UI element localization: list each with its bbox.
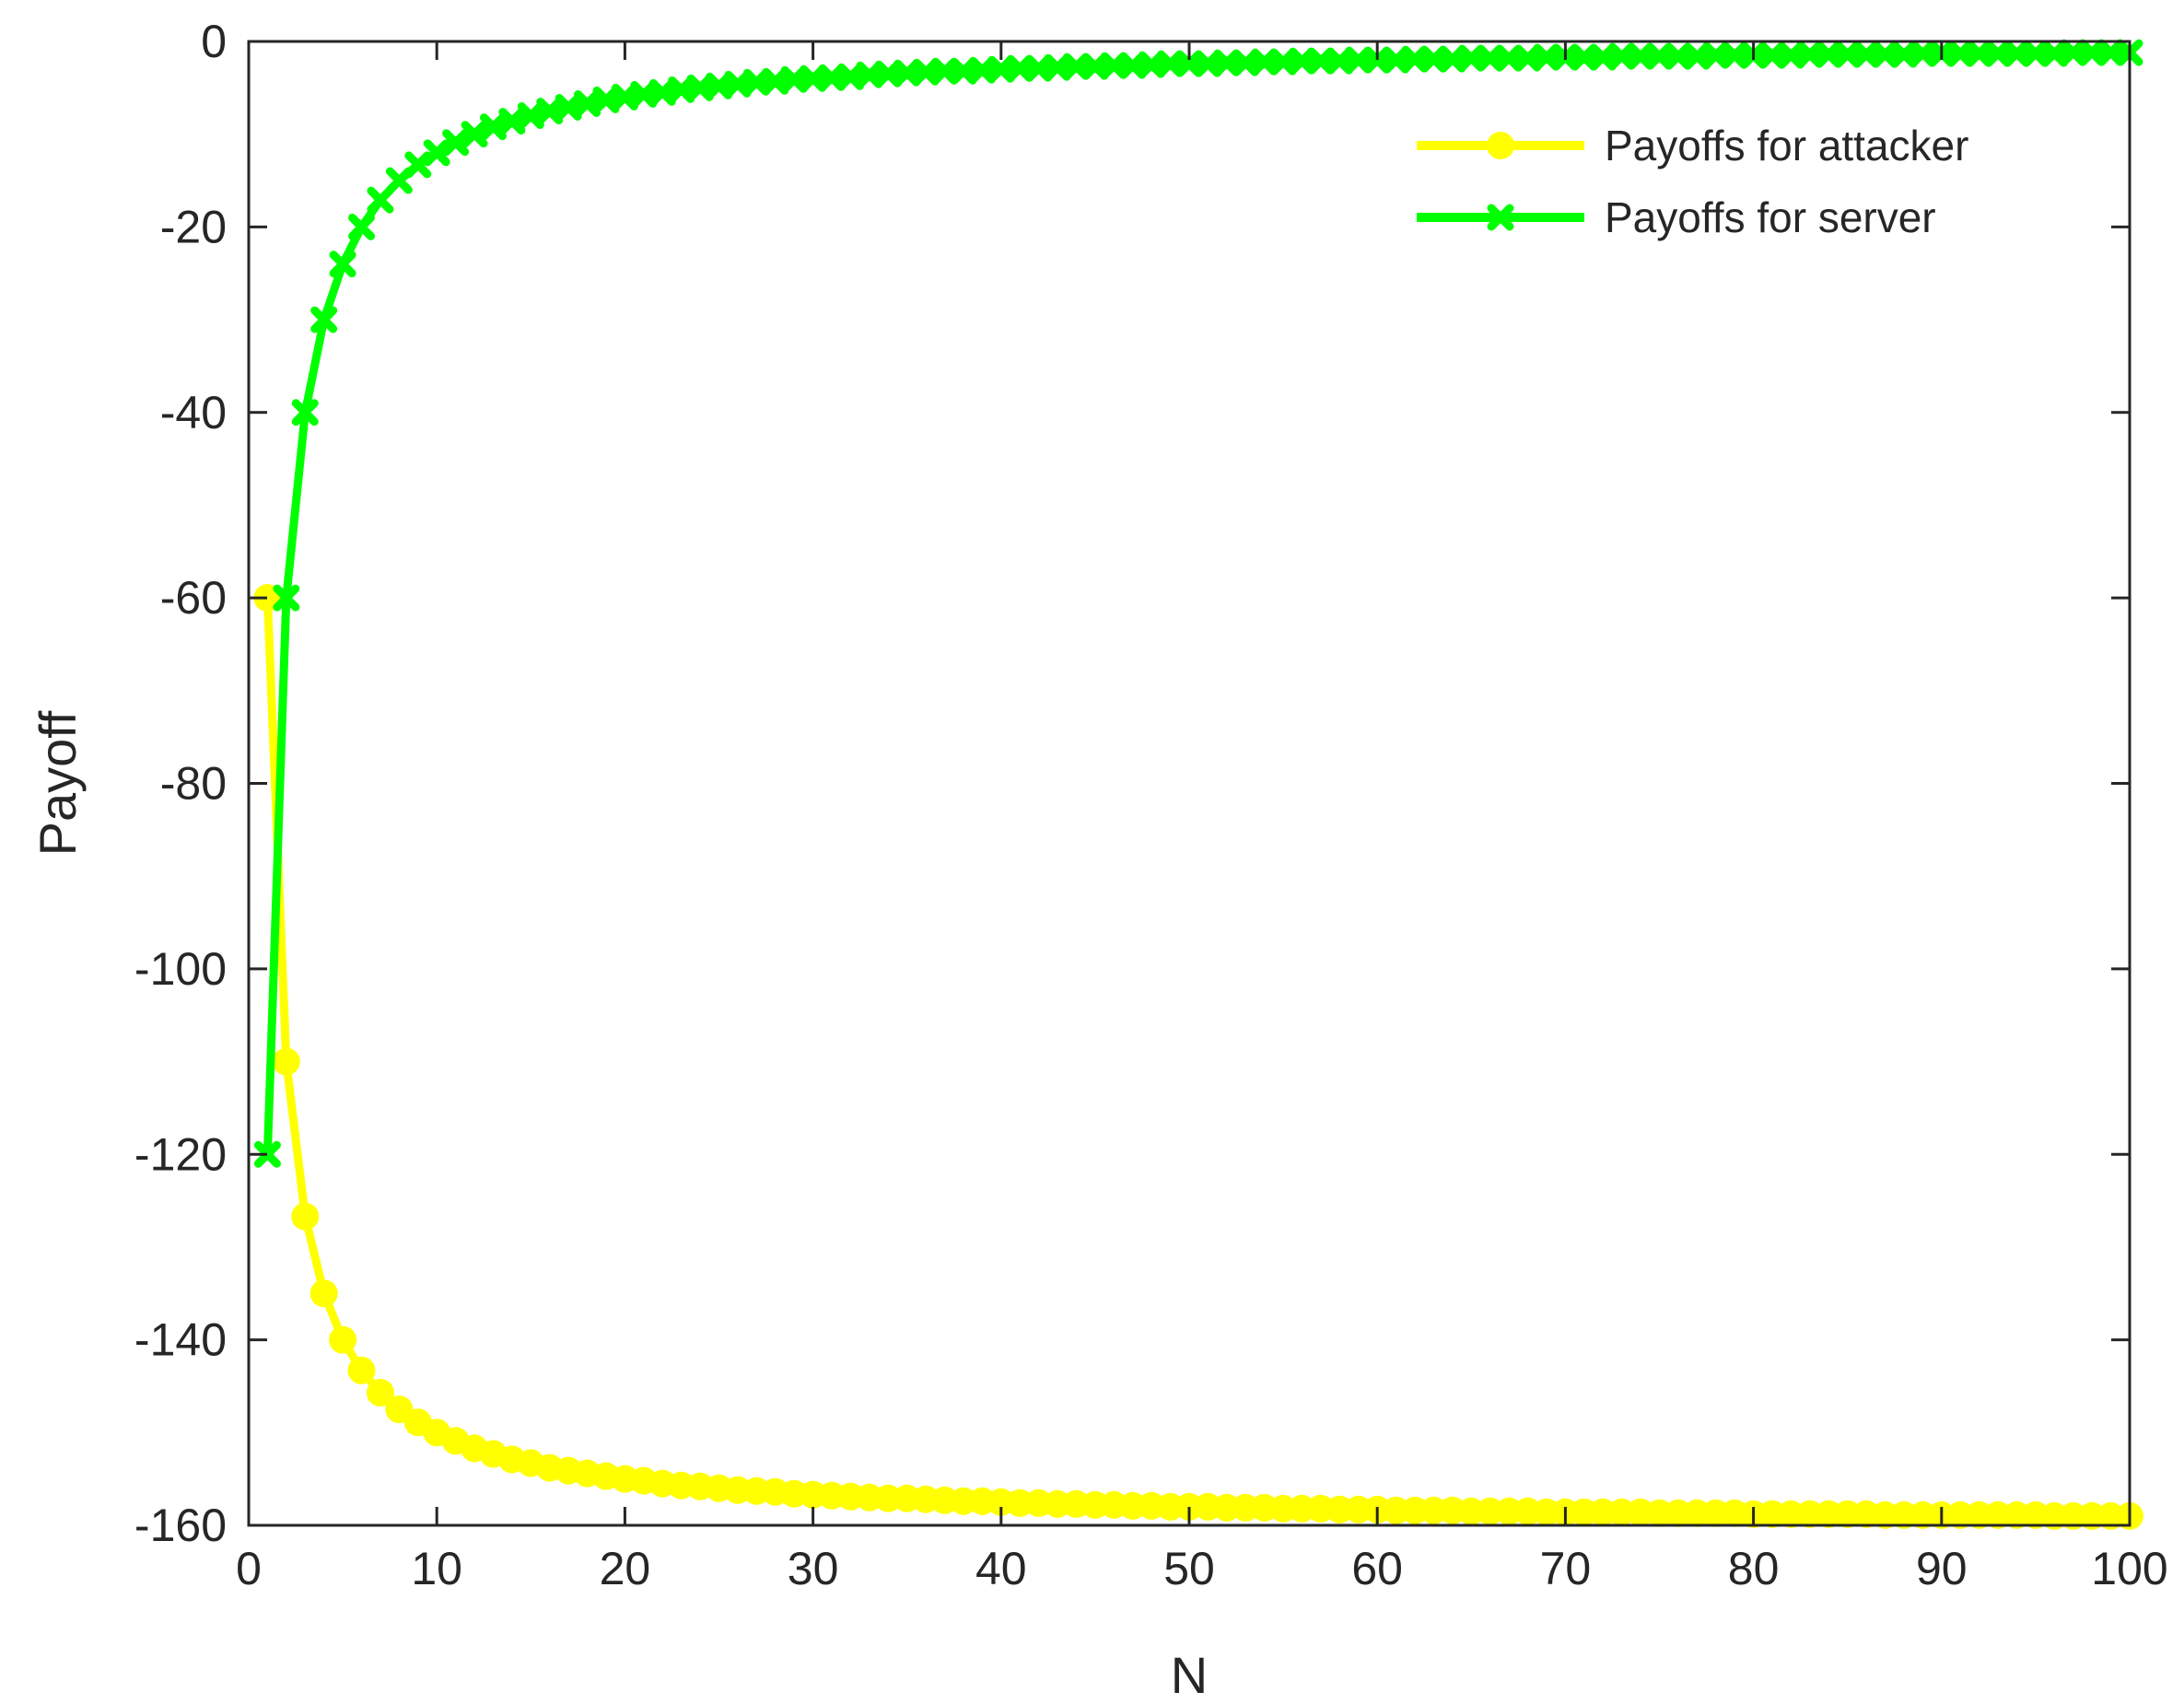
data-point bbox=[347, 1356, 376, 1384]
data-point bbox=[1966, 40, 1993, 67]
data-point bbox=[367, 186, 394, 214]
data-point bbox=[1664, 42, 1692, 70]
data-point bbox=[404, 151, 432, 179]
data-point bbox=[253, 1140, 281, 1168]
legend: Payoffs for attacker Payoffs for server bbox=[1417, 122, 1968, 241]
x-tick-label: 80 bbox=[1728, 1543, 1780, 1594]
legend-marker bbox=[1487, 132, 1514, 159]
data-point bbox=[461, 121, 488, 148]
data-point bbox=[442, 129, 470, 157]
data-point bbox=[1702, 41, 1730, 69]
y-tick-label: -40 bbox=[160, 387, 227, 438]
y-axis-label: Payoff bbox=[29, 710, 87, 856]
data-point bbox=[309, 1279, 338, 1308]
data-point bbox=[1852, 41, 1880, 68]
x-tick-label: 20 bbox=[600, 1543, 651, 1594]
y-tick-label: -140 bbox=[134, 1314, 227, 1366]
data-point bbox=[1100, 52, 1127, 79]
y-tick-label: -60 bbox=[160, 572, 227, 624]
data-point bbox=[2078, 39, 2106, 66]
data-point bbox=[329, 1325, 357, 1354]
data-point bbox=[366, 1379, 394, 1407]
data-point bbox=[1345, 46, 1372, 74]
data-point bbox=[1815, 41, 1842, 68]
data-point bbox=[1457, 44, 1485, 72]
data-point bbox=[1627, 42, 1654, 70]
data-point bbox=[2097, 39, 2125, 66]
data-point bbox=[1213, 49, 1241, 76]
data-point bbox=[1363, 46, 1391, 74]
x-tick-label: 30 bbox=[788, 1543, 839, 1594]
data-point bbox=[1909, 40, 1936, 67]
data-point bbox=[1946, 40, 1974, 67]
x-tick-label: 0 bbox=[236, 1543, 262, 1594]
data-point bbox=[498, 108, 526, 135]
x-axis-label: N bbox=[1171, 1646, 1208, 1704]
data-point bbox=[1533, 43, 1560, 71]
data-point bbox=[1646, 42, 1673, 70]
data-point bbox=[423, 139, 450, 167]
data-point bbox=[1796, 41, 1824, 68]
y-tick-label: -100 bbox=[134, 943, 227, 995]
data-point bbox=[1495, 44, 1523, 72]
data-point bbox=[1721, 41, 1748, 69]
data-point bbox=[1608, 42, 1636, 70]
legend-entry: Payoffs for attacker bbox=[1417, 122, 1968, 169]
data-point bbox=[1834, 41, 1862, 68]
data-point bbox=[1984, 40, 2012, 67]
data-point bbox=[1006, 54, 1034, 82]
y-tick-label: -80 bbox=[160, 758, 227, 810]
data-point bbox=[273, 584, 300, 612]
y-tick-label: -20 bbox=[160, 201, 227, 252]
legend-marker bbox=[1487, 204, 1514, 231]
data-point bbox=[1307, 47, 1335, 75]
y-tick-label: 0 bbox=[201, 16, 227, 67]
series-2 bbox=[253, 39, 2143, 1168]
data-point bbox=[329, 251, 356, 278]
series-line bbox=[263, 48, 2130, 1155]
data-point bbox=[1872, 41, 1899, 68]
x-tick-label: 60 bbox=[1351, 1543, 1403, 1594]
data-point bbox=[291, 1202, 320, 1231]
ticks-layer: 0 10 20 30 40 50 60 70 80 90 100 0 -20 -40 -60 -80 -100 -… bbox=[134, 16, 2168, 1594]
data-point bbox=[2022, 40, 2050, 67]
plot-area bbox=[249, 41, 2130, 1525]
x-tick-label: 70 bbox=[1540, 1543, 1592, 1594]
data-point bbox=[479, 113, 507, 141]
data-point bbox=[291, 399, 319, 426]
data-point bbox=[2060, 39, 2087, 66]
data-point bbox=[1401, 45, 1429, 73]
y-tick-label: -120 bbox=[134, 1128, 227, 1180]
x-tick-label: 100 bbox=[2091, 1543, 2167, 1594]
data-point bbox=[1758, 41, 1786, 69]
data-point bbox=[1062, 53, 1090, 80]
x-tick-label: 90 bbox=[1916, 1543, 1968, 1594]
y-tick-label: -160 bbox=[134, 1500, 227, 1551]
x-tick-label: 10 bbox=[411, 1543, 462, 1594]
data-point bbox=[1157, 50, 1185, 77]
data-point bbox=[348, 213, 376, 240]
data-point bbox=[310, 306, 338, 333]
data-point bbox=[1251, 48, 1279, 76]
x-tick-label: 50 bbox=[1163, 1543, 1215, 1594]
data-point bbox=[1571, 43, 1598, 71]
data-point bbox=[2003, 40, 2030, 67]
legend-label: Payoffs for server bbox=[1605, 193, 1936, 241]
data-point bbox=[1289, 47, 1316, 75]
legend-label: Payoffs for attacker bbox=[1605, 122, 1968, 169]
x-tick-label: 40 bbox=[975, 1543, 1027, 1594]
data-point bbox=[1175, 50, 1203, 77]
data-point bbox=[931, 57, 959, 85]
data-point bbox=[1477, 44, 1504, 72]
data-point bbox=[1419, 45, 1447, 73]
legend-entry: Payoffs for server bbox=[1417, 193, 1936, 241]
data-point bbox=[272, 1047, 300, 1076]
